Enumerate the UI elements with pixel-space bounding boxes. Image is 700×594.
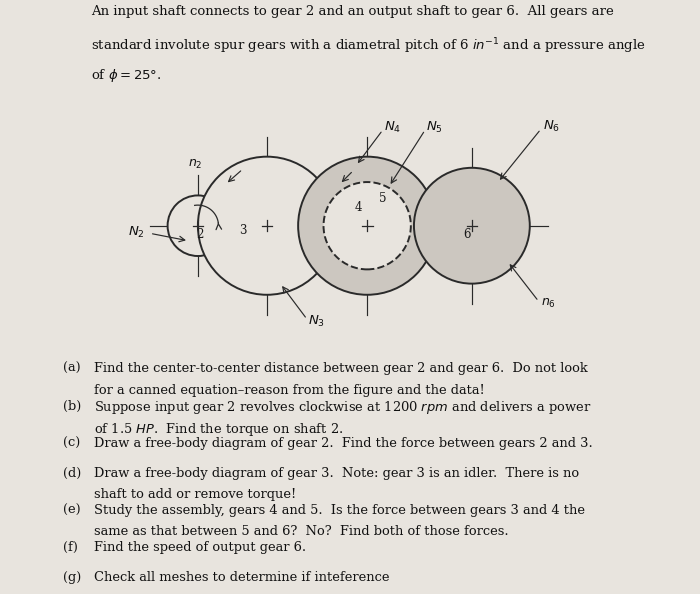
Text: Suppose input gear 2 revolves clockwise at 1200 $rpm$ and delivers a power: Suppose input gear 2 revolves clockwise … bbox=[94, 399, 592, 416]
Text: 6: 6 bbox=[463, 228, 471, 241]
Text: (d): (d) bbox=[63, 466, 81, 479]
Text: shaft to add or remove torque!: shaft to add or remove torque! bbox=[94, 488, 297, 501]
Circle shape bbox=[198, 157, 336, 295]
Text: 3: 3 bbox=[239, 224, 246, 236]
Text: An input shaft connects to gear 2 and an output shaft to gear 6.  All gears are: An input shaft connects to gear 2 and an… bbox=[91, 5, 614, 18]
Text: (g): (g) bbox=[63, 571, 81, 584]
Text: $n_2$: $n_2$ bbox=[188, 158, 203, 171]
Text: same as that between 5 and 6?  No?  Find both of those forces.: same as that between 5 and 6? No? Find b… bbox=[94, 525, 509, 538]
Text: for a canned equation–reason from the figure and the data!: for a canned equation–reason from the fi… bbox=[94, 384, 485, 397]
Text: 4: 4 bbox=[354, 201, 362, 214]
Text: Draw a free-body diagram of gear 2.  Find the force between gears 2 and 3.: Draw a free-body diagram of gear 2. Find… bbox=[94, 437, 594, 450]
Circle shape bbox=[414, 168, 530, 284]
Text: (b): (b) bbox=[63, 399, 81, 412]
Text: Find the speed of output gear 6.: Find the speed of output gear 6. bbox=[94, 541, 307, 554]
Text: $N_3$: $N_3$ bbox=[309, 314, 326, 329]
Text: (e): (e) bbox=[63, 504, 80, 517]
Text: $N_4$: $N_4$ bbox=[384, 120, 401, 135]
Text: $N_6$: $N_6$ bbox=[543, 119, 560, 134]
Text: Find the center-to-center distance between gear 2 and gear 6.  Do not look: Find the center-to-center distance betwe… bbox=[94, 362, 588, 375]
Text: of $\phi = 25°$.: of $\phi = 25°$. bbox=[91, 68, 162, 84]
Text: Study the assembly, gears 4 and 5.  Is the force between gears 3 and 4 the: Study the assembly, gears 4 and 5. Is th… bbox=[94, 504, 585, 517]
Circle shape bbox=[323, 182, 411, 270]
Text: $N_2$: $N_2$ bbox=[127, 225, 144, 240]
Circle shape bbox=[298, 157, 436, 295]
Text: 2: 2 bbox=[197, 228, 204, 241]
Text: $N_5$: $N_5$ bbox=[426, 120, 443, 135]
Text: Draw a free-body diagram of gear 3.  Note: gear 3 is an idler.  There is no: Draw a free-body diagram of gear 3. Note… bbox=[94, 466, 580, 479]
Text: Check all meshes to determine if inteference: Check all meshes to determine if intefer… bbox=[94, 571, 390, 584]
Text: $n_6$: $n_6$ bbox=[541, 297, 556, 310]
Text: 5: 5 bbox=[379, 192, 386, 206]
Text: (c): (c) bbox=[63, 437, 80, 450]
Text: of 1.5 $HP$.  Find the torque on shaft 2.: of 1.5 $HP$. Find the torque on shaft 2. bbox=[94, 421, 344, 438]
Circle shape bbox=[167, 195, 228, 256]
Text: (a): (a) bbox=[63, 362, 80, 375]
Text: (f): (f) bbox=[63, 541, 78, 554]
Text: standard involute spur gears with a diametral pitch of 6 $in^{-1}$ and a pressur: standard involute spur gears with a diam… bbox=[91, 36, 645, 56]
